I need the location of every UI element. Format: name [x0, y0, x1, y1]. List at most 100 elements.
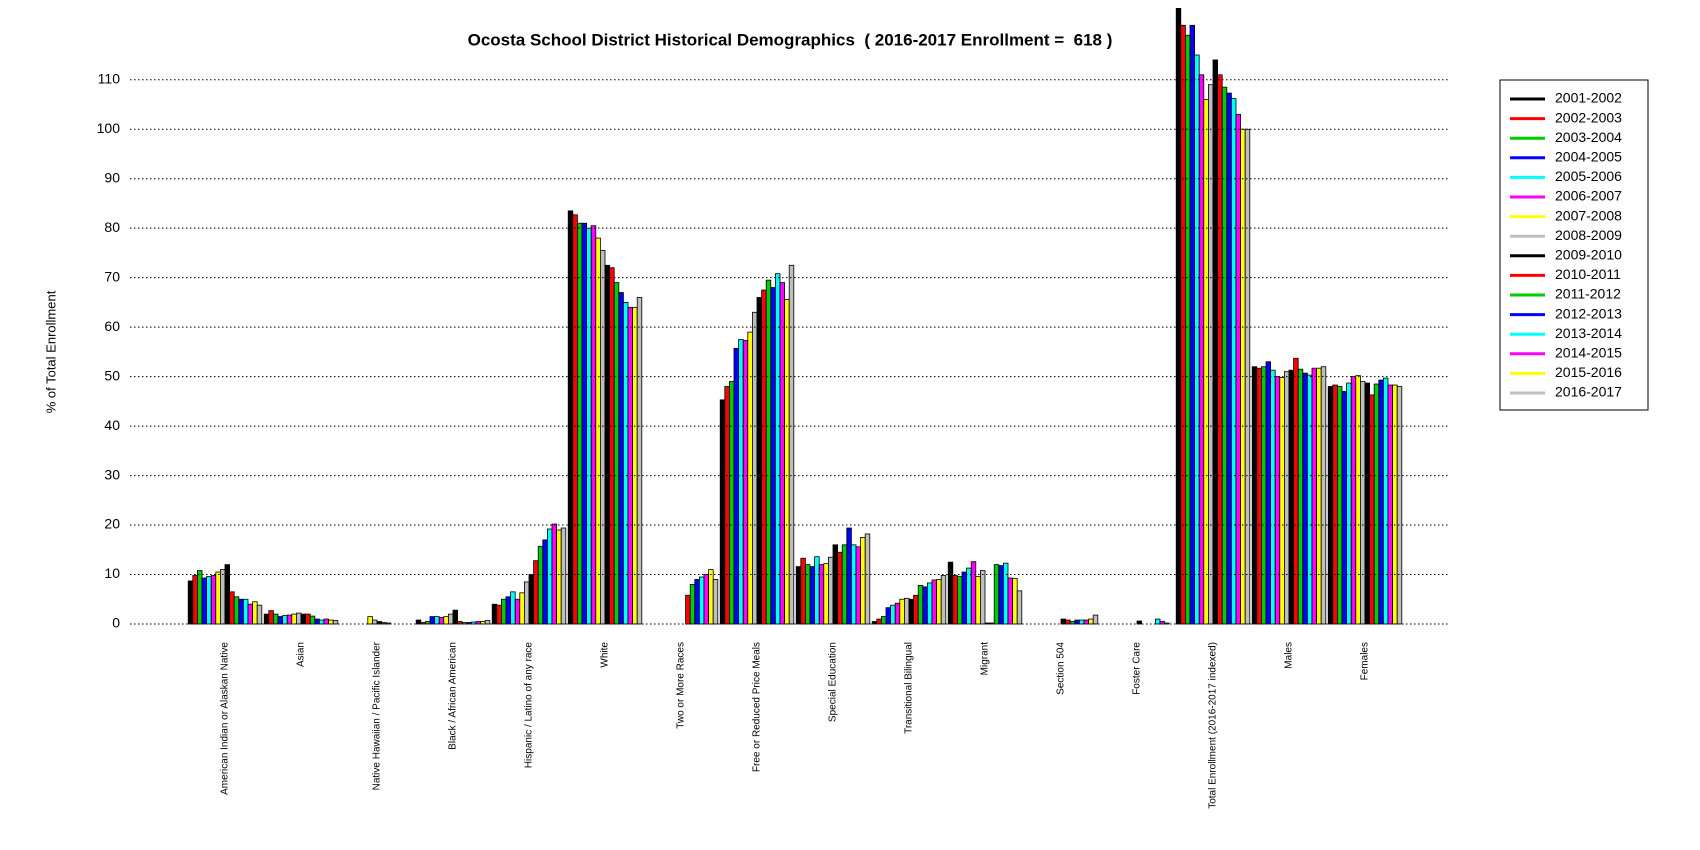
- bar: [1307, 374, 1313, 625]
- bar: [860, 537, 866, 625]
- bar: [908, 598, 914, 625]
- bar: [447, 613, 454, 625]
- bar: [500, 598, 507, 625]
- bar: [286, 614, 293, 625]
- bar: [1369, 394, 1375, 625]
- bar: [533, 560, 539, 625]
- bar: [268, 610, 274, 625]
- bar: [788, 264, 795, 625]
- bar: [1012, 578, 1018, 625]
- y-tick-label: 0: [112, 615, 120, 631]
- bar: [1316, 367, 1322, 625]
- y-axis-label: % of Total Enrollment: [43, 290, 58, 413]
- bar: [623, 301, 629, 625]
- bar: [491, 603, 498, 625]
- bar: [1088, 618, 1094, 625]
- bar: [247, 603, 253, 625]
- bar: [263, 613, 270, 625]
- bar: [775, 273, 781, 625]
- bar: [1092, 614, 1099, 625]
- bar: [729, 381, 735, 625]
- bar: [632, 306, 638, 625]
- bar: [1007, 577, 1013, 625]
- bar: [1235, 113, 1241, 625]
- bar: [1198, 74, 1205, 625]
- bar: [609, 267, 615, 625]
- bar: [1297, 368, 1304, 625]
- bar: [966, 567, 972, 625]
- bar: [832, 544, 838, 625]
- bar: [724, 386, 730, 625]
- y-tick-label: 60: [104, 318, 120, 334]
- legend-label: 2002-2003: [1555, 109, 1622, 125]
- bar: [846, 527, 852, 625]
- bar: [187, 580, 194, 625]
- bar: [936, 579, 942, 625]
- bar: [1180, 24, 1186, 625]
- bar: [1065, 619, 1071, 625]
- bar: [1003, 562, 1009, 625]
- bar: [809, 566, 815, 625]
- bar: [510, 591, 516, 625]
- bar: [1274, 376, 1281, 625]
- legend-label: 2006-2007: [1555, 188, 1622, 204]
- legend-label: 2014-2015: [1555, 345, 1622, 361]
- bar: [980, 570, 986, 625]
- bar: [434, 616, 440, 625]
- bar: [689, 584, 696, 625]
- x-tick-label: Special Education: [828, 642, 839, 722]
- x-tick-label: Hispanic / Latino of any race: [524, 642, 535, 769]
- bar: [719, 399, 726, 625]
- bar: [295, 612, 302, 625]
- bar: [818, 564, 825, 625]
- bar: [256, 604, 263, 625]
- bar: [1226, 92, 1232, 625]
- bar: [881, 616, 887, 625]
- bar: [1373, 383, 1380, 625]
- bar: [855, 546, 861, 625]
- bar: [940, 575, 947, 625]
- bar: [1320, 366, 1327, 625]
- bar: [1185, 34, 1191, 625]
- bar: [1378, 379, 1384, 625]
- bar: [233, 596, 240, 625]
- bar: [851, 544, 857, 625]
- bar: [747, 331, 753, 625]
- bar: [1175, 8, 1182, 625]
- bar: [314, 618, 320, 625]
- bar: [899, 598, 905, 625]
- bar: [238, 598, 244, 625]
- chart-title: Ocosta School District Historical Demogr…: [468, 30, 1113, 49]
- bar: [890, 604, 896, 625]
- legend-label: 2013-2014: [1555, 325, 1622, 341]
- bar: [814, 556, 820, 625]
- bar: [742, 340, 749, 625]
- bar: [604, 264, 610, 625]
- bar: [528, 574, 534, 625]
- bar: [1261, 366, 1267, 625]
- legend-label: 2008-2009: [1555, 227, 1622, 243]
- bar: [581, 222, 587, 625]
- bar: [947, 561, 954, 625]
- y-tick-label: 90: [104, 169, 120, 185]
- bar: [712, 579, 719, 625]
- bar: [219, 569, 226, 625]
- bar: [957, 576, 963, 625]
- x-tick-label: White: [600, 642, 611, 668]
- bar: [542, 539, 548, 625]
- bar: [1327, 386, 1334, 625]
- y-tick-label: 10: [104, 565, 120, 581]
- bar: [627, 306, 633, 625]
- legend-label: 2016-2017: [1555, 384, 1622, 400]
- bar: [371, 619, 378, 625]
- bar: [1387, 384, 1393, 625]
- bar: [876, 618, 882, 625]
- bar: [277, 616, 283, 625]
- bar: [837, 551, 843, 625]
- bar: [894, 602, 901, 625]
- bar: [519, 592, 525, 625]
- bar: [1231, 98, 1237, 625]
- bar: [703, 574, 709, 625]
- bar: [952, 575, 958, 625]
